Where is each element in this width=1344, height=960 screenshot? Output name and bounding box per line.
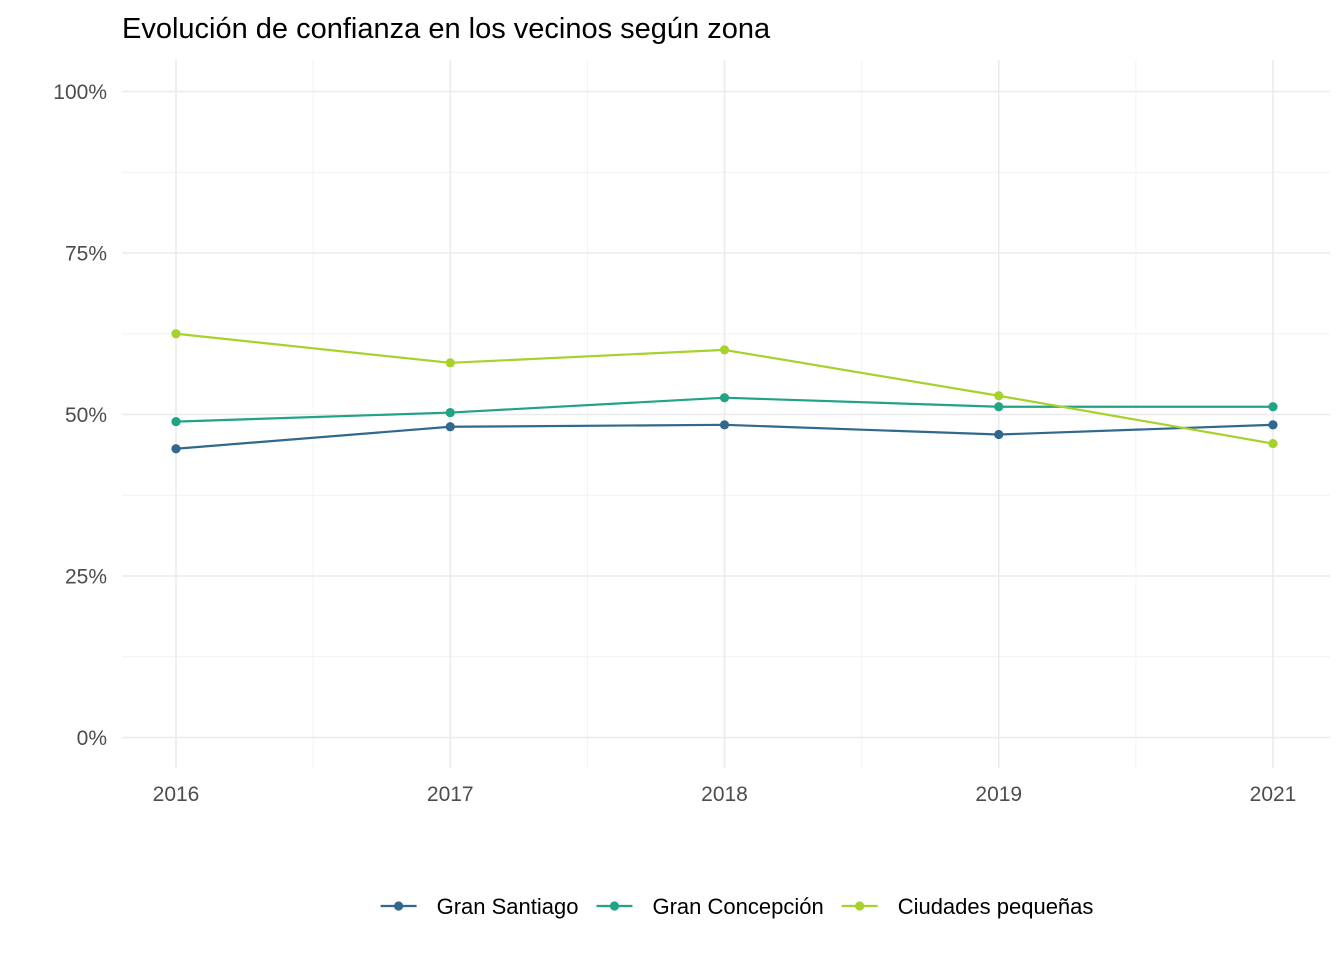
legend-key-point — [393, 901, 404, 911]
series-2 — [171, 329, 1278, 449]
data-point — [445, 422, 455, 432]
x-tick-label: 2019 — [975, 783, 1022, 806]
data-point — [719, 345, 730, 355]
y-tick-label: 75% — [65, 243, 107, 266]
y-tick-label: 50% — [65, 404, 107, 427]
grid — [122, 60, 1330, 768]
series-1 — [171, 393, 1278, 427]
data-point — [719, 393, 730, 403]
legend-label: Ciudades pequeñas — [898, 894, 1094, 919]
x-tick-label: 2018 — [701, 783, 748, 806]
x-tick-label: 2021 — [1250, 783, 1297, 806]
data-point — [719, 420, 730, 430]
data-point — [445, 407, 455, 418]
data-point — [1268, 438, 1278, 449]
data-point — [171, 444, 181, 454]
legend-item: Gran Concepción — [596, 894, 824, 919]
y-tick-label: 25% — [65, 566, 107, 589]
y-axis-tick-labels: 0% 25% 50% 75% 100% — [53, 81, 107, 750]
legend-item: Ciudades pequeñas — [841, 894, 1094, 919]
y-tick-label: 100% — [53, 81, 107, 104]
legend: Gran Santiago Gran Concepción Ciudades peq… — [380, 894, 1094, 919]
legend-key-point — [609, 901, 620, 911]
legend-key-point — [855, 901, 865, 911]
data-point — [445, 358, 455, 368]
data-point — [994, 402, 1004, 412]
data-point — [171, 417, 181, 427]
x-axis-tick-labels: 2016 2017 2018 2019 2021 — [153, 783, 1297, 806]
series-lines — [171, 329, 1278, 454]
data-point — [994, 391, 1004, 401]
series-0 — [171, 420, 1278, 454]
x-tick-label: 2016 — [153, 783, 200, 806]
y-tick-label: 0% — [77, 727, 107, 750]
x-tick-label: 2017 — [427, 783, 474, 806]
data-point — [1268, 402, 1278, 412]
data-point — [1268, 420, 1278, 430]
legend-label: Gran Santiago — [437, 894, 579, 919]
data-point — [171, 329, 181, 339]
data-point — [994, 429, 1004, 440]
chart-title: Evolución de confianza en los vecinos se… — [122, 13, 771, 45]
legend-label: Gran Concepción — [652, 894, 823, 919]
legend-item: Gran Santiago — [380, 894, 579, 919]
